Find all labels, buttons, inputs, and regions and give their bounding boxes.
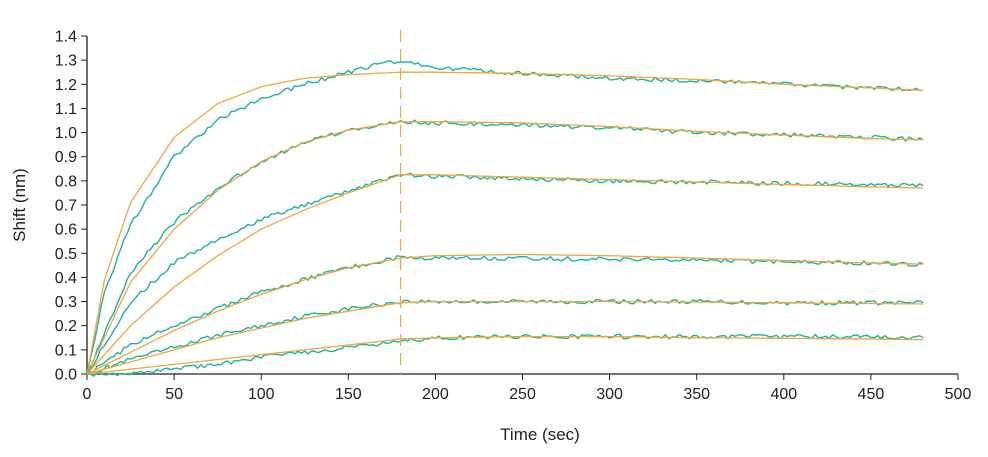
x-tick-label: 250 [509,386,536,403]
y-tick-label: 0.8 [55,173,77,190]
x-tick-label: 300 [596,386,623,403]
x-tick-label: 150 [335,386,362,403]
fit-curve-3 [86,253,924,375]
fit-curve-4 [86,300,924,375]
y-axis-title: Shift (nm) [10,168,29,242]
y-tick-label: 1.1 [55,101,77,118]
x-axis-title: Time (sec) [500,425,580,444]
measured-curve-2 [86,172,924,375]
x-tick-label: 100 [248,386,275,403]
y-tick-label: 1.0 [55,125,77,142]
fit-curve-5 [86,335,924,375]
measured-curve-3 [86,255,924,375]
x-tick-label: 50 [165,386,183,403]
fit-curve-0 [86,71,924,375]
y-tick-label: 0.5 [55,246,77,263]
y-tick-label: 1.3 [55,53,77,70]
x-tick-label: 350 [683,386,710,403]
y-tick-label: 1.2 [55,77,77,94]
x-tick-label: 500 [945,386,972,403]
fit-curve-1 [86,121,924,375]
y-tick-label: 0.1 [55,342,77,359]
y-tick-label: 0.2 [55,318,77,335]
measured-curve-5 [87,333,924,377]
series-layer [86,60,924,377]
x-tick-label: 0 [83,386,92,403]
x-tick-label: 400 [770,386,797,403]
x-tick-label: 450 [858,386,885,403]
y-tick-label: 1.4 [55,29,77,46]
x-tick-label: 200 [422,386,449,403]
axes: 0.0 0.1 0.2 0.3 0.4 0.5 0.6 0.7 0.8 0.9 1.0 1.1 1.2 1… [55,29,972,404]
fit-curve-2 [86,174,924,375]
y-tick-label: 0.3 [55,294,77,311]
y-tick-label: 0.0 [55,367,77,384]
y-tick-label: 0.6 [55,222,77,239]
y-tick-label: 0.9 [55,149,77,166]
y-tick-label: 0.7 [55,198,77,215]
y-tick-label: 0.4 [55,270,77,287]
